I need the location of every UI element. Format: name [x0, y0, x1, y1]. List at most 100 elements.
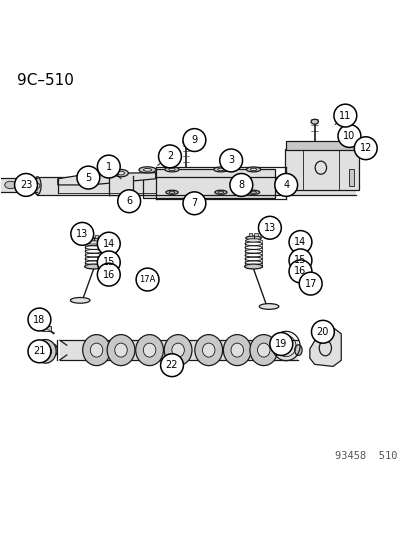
Ellipse shape: [166, 190, 178, 195]
Polygon shape: [58, 173, 155, 185]
Ellipse shape: [164, 167, 179, 172]
Ellipse shape: [90, 343, 102, 357]
Text: 10: 10: [342, 131, 355, 141]
Ellipse shape: [214, 190, 226, 195]
Ellipse shape: [33, 177, 41, 195]
Ellipse shape: [223, 335, 251, 366]
Ellipse shape: [114, 169, 128, 177]
Text: 11: 11: [338, 110, 351, 120]
Ellipse shape: [245, 236, 261, 240]
Ellipse shape: [246, 167, 260, 172]
Text: 3: 3: [228, 156, 234, 165]
Ellipse shape: [86, 238, 101, 242]
Ellipse shape: [114, 343, 127, 357]
Text: 20: 20: [316, 327, 328, 337]
Circle shape: [136, 268, 159, 291]
Circle shape: [35, 183, 40, 188]
Ellipse shape: [83, 335, 110, 366]
Circle shape: [337, 125, 360, 148]
Circle shape: [71, 222, 93, 245]
Text: 93458  510: 93458 510: [335, 451, 396, 462]
Text: 16: 16: [294, 266, 306, 277]
FancyBboxPatch shape: [94, 235, 97, 238]
Text: 17: 17: [304, 279, 316, 289]
Ellipse shape: [259, 304, 278, 309]
Ellipse shape: [250, 168, 256, 171]
Ellipse shape: [169, 191, 174, 193]
FancyBboxPatch shape: [254, 232, 257, 236]
Circle shape: [274, 174, 297, 196]
Circle shape: [333, 104, 356, 127]
Text: 4: 4: [282, 180, 289, 190]
Ellipse shape: [314, 161, 326, 174]
FancyBboxPatch shape: [348, 169, 353, 186]
Ellipse shape: [195, 335, 222, 366]
Ellipse shape: [294, 345, 301, 356]
Ellipse shape: [164, 335, 192, 366]
Circle shape: [97, 251, 120, 274]
Polygon shape: [285, 141, 357, 150]
Text: 21: 21: [33, 346, 45, 357]
Ellipse shape: [244, 264, 262, 269]
Text: 1: 1: [105, 161, 112, 172]
Circle shape: [97, 155, 120, 178]
FancyBboxPatch shape: [0, 177, 37, 192]
Ellipse shape: [218, 191, 223, 193]
Text: 12: 12: [358, 143, 371, 153]
Circle shape: [183, 128, 205, 151]
Circle shape: [219, 149, 242, 172]
Ellipse shape: [183, 140, 189, 144]
Circle shape: [288, 249, 311, 272]
Ellipse shape: [35, 340, 56, 363]
Circle shape: [28, 308, 51, 331]
Ellipse shape: [86, 241, 101, 244]
Ellipse shape: [247, 190, 259, 195]
Circle shape: [160, 354, 183, 377]
Text: 15: 15: [102, 257, 115, 268]
Ellipse shape: [117, 171, 124, 175]
Circle shape: [299, 272, 321, 295]
Circle shape: [288, 231, 311, 254]
Ellipse shape: [139, 167, 156, 173]
Ellipse shape: [217, 168, 224, 171]
Polygon shape: [309, 328, 340, 366]
Ellipse shape: [169, 168, 175, 171]
Ellipse shape: [107, 335, 135, 366]
Text: 6: 6: [126, 196, 132, 206]
Ellipse shape: [213, 167, 228, 172]
Text: 13: 13: [76, 229, 88, 239]
Circle shape: [97, 263, 120, 286]
Circle shape: [311, 320, 334, 343]
Text: 23: 23: [20, 180, 32, 190]
Text: 15: 15: [294, 255, 306, 265]
Ellipse shape: [143, 168, 151, 171]
Text: 2: 2: [166, 151, 173, 161]
Ellipse shape: [85, 264, 102, 269]
Text: 7: 7: [191, 198, 197, 208]
Ellipse shape: [245, 239, 261, 242]
Circle shape: [117, 190, 140, 213]
FancyBboxPatch shape: [284, 149, 358, 190]
FancyBboxPatch shape: [37, 177, 355, 195]
Text: 17A: 17A: [139, 275, 155, 284]
Ellipse shape: [250, 191, 256, 193]
Text: 9: 9: [191, 135, 197, 145]
Ellipse shape: [230, 343, 243, 357]
Text: 14: 14: [102, 239, 115, 249]
Text: 9C–510: 9C–510: [17, 73, 74, 88]
Circle shape: [229, 174, 252, 196]
FancyBboxPatch shape: [248, 232, 252, 236]
Text: 16: 16: [102, 270, 115, 280]
Ellipse shape: [135, 335, 163, 366]
Text: 8: 8: [238, 180, 244, 190]
Circle shape: [183, 192, 205, 215]
Text: 18: 18: [33, 314, 45, 325]
Circle shape: [158, 145, 181, 168]
Ellipse shape: [202, 343, 214, 357]
Text: 14: 14: [294, 237, 306, 247]
Circle shape: [77, 166, 100, 189]
Text: 22: 22: [165, 360, 178, 370]
FancyBboxPatch shape: [42, 326, 51, 330]
Ellipse shape: [70, 297, 90, 303]
Circle shape: [97, 232, 120, 255]
